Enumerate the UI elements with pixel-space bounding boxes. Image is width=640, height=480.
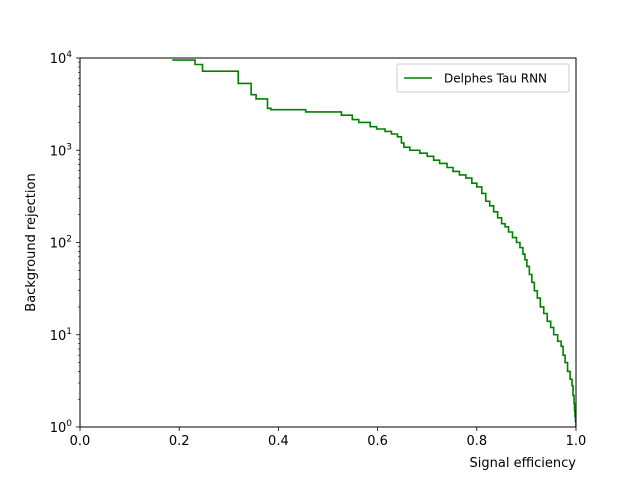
legend: Delphes Tau RNN <box>396 63 570 93</box>
x-tick-label: 0.2 <box>169 434 190 449</box>
legend-label: Delphes Tau RNN <box>444 72 547 86</box>
series-layer <box>172 59 576 427</box>
y-tick-label: 100 <box>50 419 73 436</box>
x-tick-label: 0.6 <box>367 434 388 449</box>
y-tick-label: 104 <box>50 50 73 67</box>
x-tick-label: 0.4 <box>268 434 289 449</box>
x-tick-label: 0.8 <box>466 434 487 449</box>
legend-box <box>396 63 570 93</box>
x-axis-ticks: 0.0 0.2 0.4 0.6 0.8 1.0 <box>70 427 587 449</box>
x-tick-label: 1.0 <box>566 434 587 449</box>
y-axis-label: Background rejection <box>24 173 39 311</box>
plot-area <box>80 58 576 427</box>
x-axis-label: Signal efficiency <box>470 456 577 471</box>
y-tick-label: 101 <box>50 327 72 344</box>
series-line <box>172 59 576 427</box>
y-tick-label: 103 <box>50 142 72 159</box>
x-tick-label: 0.0 <box>70 434 91 449</box>
y-tick-label: 102 <box>50 235 72 252</box>
y-axis-ticks: 100 101 102 103 104 <box>50 50 80 436</box>
